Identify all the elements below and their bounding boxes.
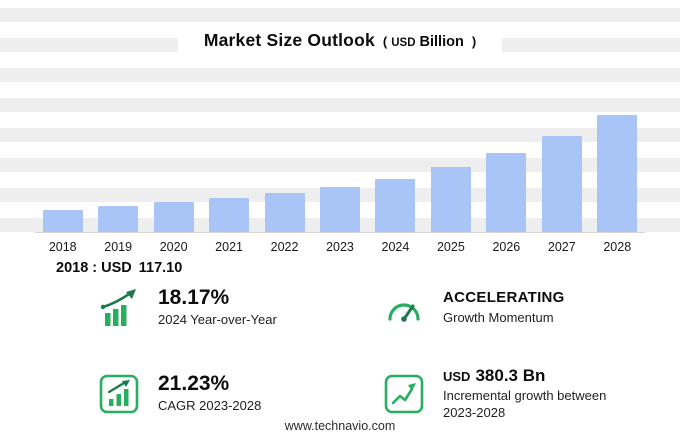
- momentum-gauge-icon: [380, 291, 428, 325]
- yoy-label: 2024 Year-over-Year: [158, 312, 277, 328]
- yoy-bars-arrow-icon: [95, 288, 143, 328]
- incremental-value-currency: USD: [443, 369, 471, 385]
- bar-2021: [201, 198, 256, 232]
- bar-2023: [312, 187, 367, 232]
- x-axis: 2018 2019 2020 2021 2022 2023 2024 2025 2026 2027…: [35, 232, 645, 254]
- stat-cagr: 21.23% CAGR 2023-2028: [95, 365, 380, 422]
- bar-2026: [479, 153, 534, 232]
- x-tick-2023: 2023: [326, 240, 354, 254]
- x-tick-2018: 2018: [48, 240, 77, 254]
- bar-2022: [257, 193, 312, 232]
- footer-url: www.technavio.com: [284, 419, 396, 433]
- bars-area: [35, 108, 645, 232]
- stat-yoy-growth: 18.17% 2024 Year-over-Year: [95, 286, 380, 329]
- title-unit-label: Billion: [419, 34, 464, 50]
- bar-2025: [423, 167, 478, 232]
- bar-2018: [35, 210, 90, 232]
- x-tick-2026: 2026: [492, 240, 521, 254]
- bar-2027: [534, 136, 589, 232]
- baseline-value: 117.10: [138, 260, 183, 276]
- x-tick-2027: 2027: [547, 240, 576, 254]
- x-tick-2019: 2019: [104, 240, 133, 254]
- baseline-label: 2018 : USD: [56, 260, 132, 276]
- title-paren-close: ): [471, 34, 477, 49]
- incremental-value-amount: 380.3 Bn: [475, 366, 546, 386]
- title-main: Market Size Outlook: [203, 30, 375, 50]
- x-tick-2025: 2025: [436, 240, 465, 254]
- bar-2024: [368, 179, 423, 232]
- momentum-value: ACCELERATING: [443, 289, 565, 307]
- cagr-value: 21.23%: [158, 372, 230, 396]
- bar-2020: [146, 202, 201, 232]
- stat-growth-momentum: ACCELERATING Growth Momentum: [380, 286, 640, 329]
- bar-chart: 2018 2019 2020 2021 2022 2023 2024 2025 2026 2027…: [35, 108, 645, 254]
- cagr-label: CAGR 2023-2028: [158, 398, 262, 414]
- title-unit-currency: USD: [391, 37, 416, 49]
- incremental-value: USD 380.3 Bn: [443, 365, 623, 386]
- baseline-annotation: 2018 : USD 117.10: [56, 260, 182, 276]
- x-tick-2021: 2021: [215, 240, 243, 254]
- incremental-label: Incremental growth between 2023-2028: [443, 388, 607, 421]
- x-tick-2020: 2020: [159, 240, 188, 254]
- x-tick-2022: 2022: [270, 240, 299, 254]
- momentum-label: Growth Momentum: [443, 309, 554, 325]
- x-tick-2028: 2028: [603, 240, 632, 254]
- yoy-value: 18.17%: [158, 286, 230, 309]
- bar-2028: [590, 115, 645, 232]
- incremental-growth-icon: [380, 373, 428, 415]
- x-tick-2024: 2024: [381, 240, 410, 254]
- cagr-bars-icon: [95, 373, 143, 415]
- title-paren-open: (: [382, 34, 388, 49]
- stat-incremental-growth: USD 380.3 Bn Incremental growth between 2…: [380, 365, 640, 422]
- page-title: Market Size Outlook ( USD Billion ): [177, 22, 503, 59]
- bar-2019: [90, 206, 145, 232]
- stats-grid: 18.17% 2024 Year-over-Year ACCELERATING …: [95, 286, 640, 422]
